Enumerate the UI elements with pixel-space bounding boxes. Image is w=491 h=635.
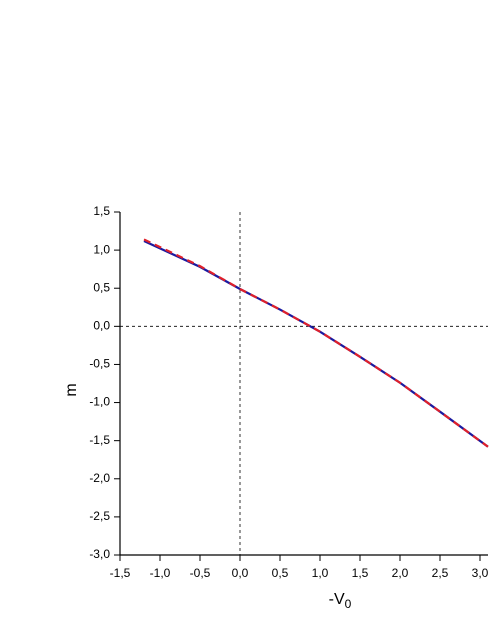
x-tick-label: 0,0 xyxy=(232,566,249,580)
x-tick-label: -1,5 xyxy=(110,566,131,580)
x-tick-label: 1,0 xyxy=(312,566,329,580)
y-tick-label: -0,5 xyxy=(89,357,110,371)
y-tick-label: -1,5 xyxy=(89,433,110,447)
x-tick-label: 2,5 xyxy=(432,566,449,580)
y-axis-title: m xyxy=(63,383,80,396)
x-tick-label: 2,0 xyxy=(392,566,409,580)
y-tick-label: 0,0 xyxy=(93,319,110,333)
y-tick-label: 1,5 xyxy=(93,204,110,218)
y-tick-label: -2,5 xyxy=(89,509,110,523)
x-tick-label: -1,0 xyxy=(150,566,171,580)
y-tick-label: 1,0 xyxy=(93,242,110,256)
y-tick-label: -1,0 xyxy=(89,395,110,409)
x-tick-label: 1,5 xyxy=(352,566,369,580)
series-line xyxy=(143,239,489,448)
series-line xyxy=(143,238,489,448)
x-tick-label: 3,0 xyxy=(472,566,489,580)
y-tick-label: -3,0 xyxy=(89,547,110,561)
x-axis-title-text: -V xyxy=(329,591,345,608)
y-tick-label: -2,0 xyxy=(89,471,110,485)
x-axis-title: -V0 xyxy=(329,591,352,611)
y-tick-label: 0,5 xyxy=(93,280,110,294)
x-tick-label: -0,5 xyxy=(190,566,211,580)
x-tick-label: 0,5 xyxy=(272,566,289,580)
x-axis-title-subscript: 0 xyxy=(345,597,352,611)
